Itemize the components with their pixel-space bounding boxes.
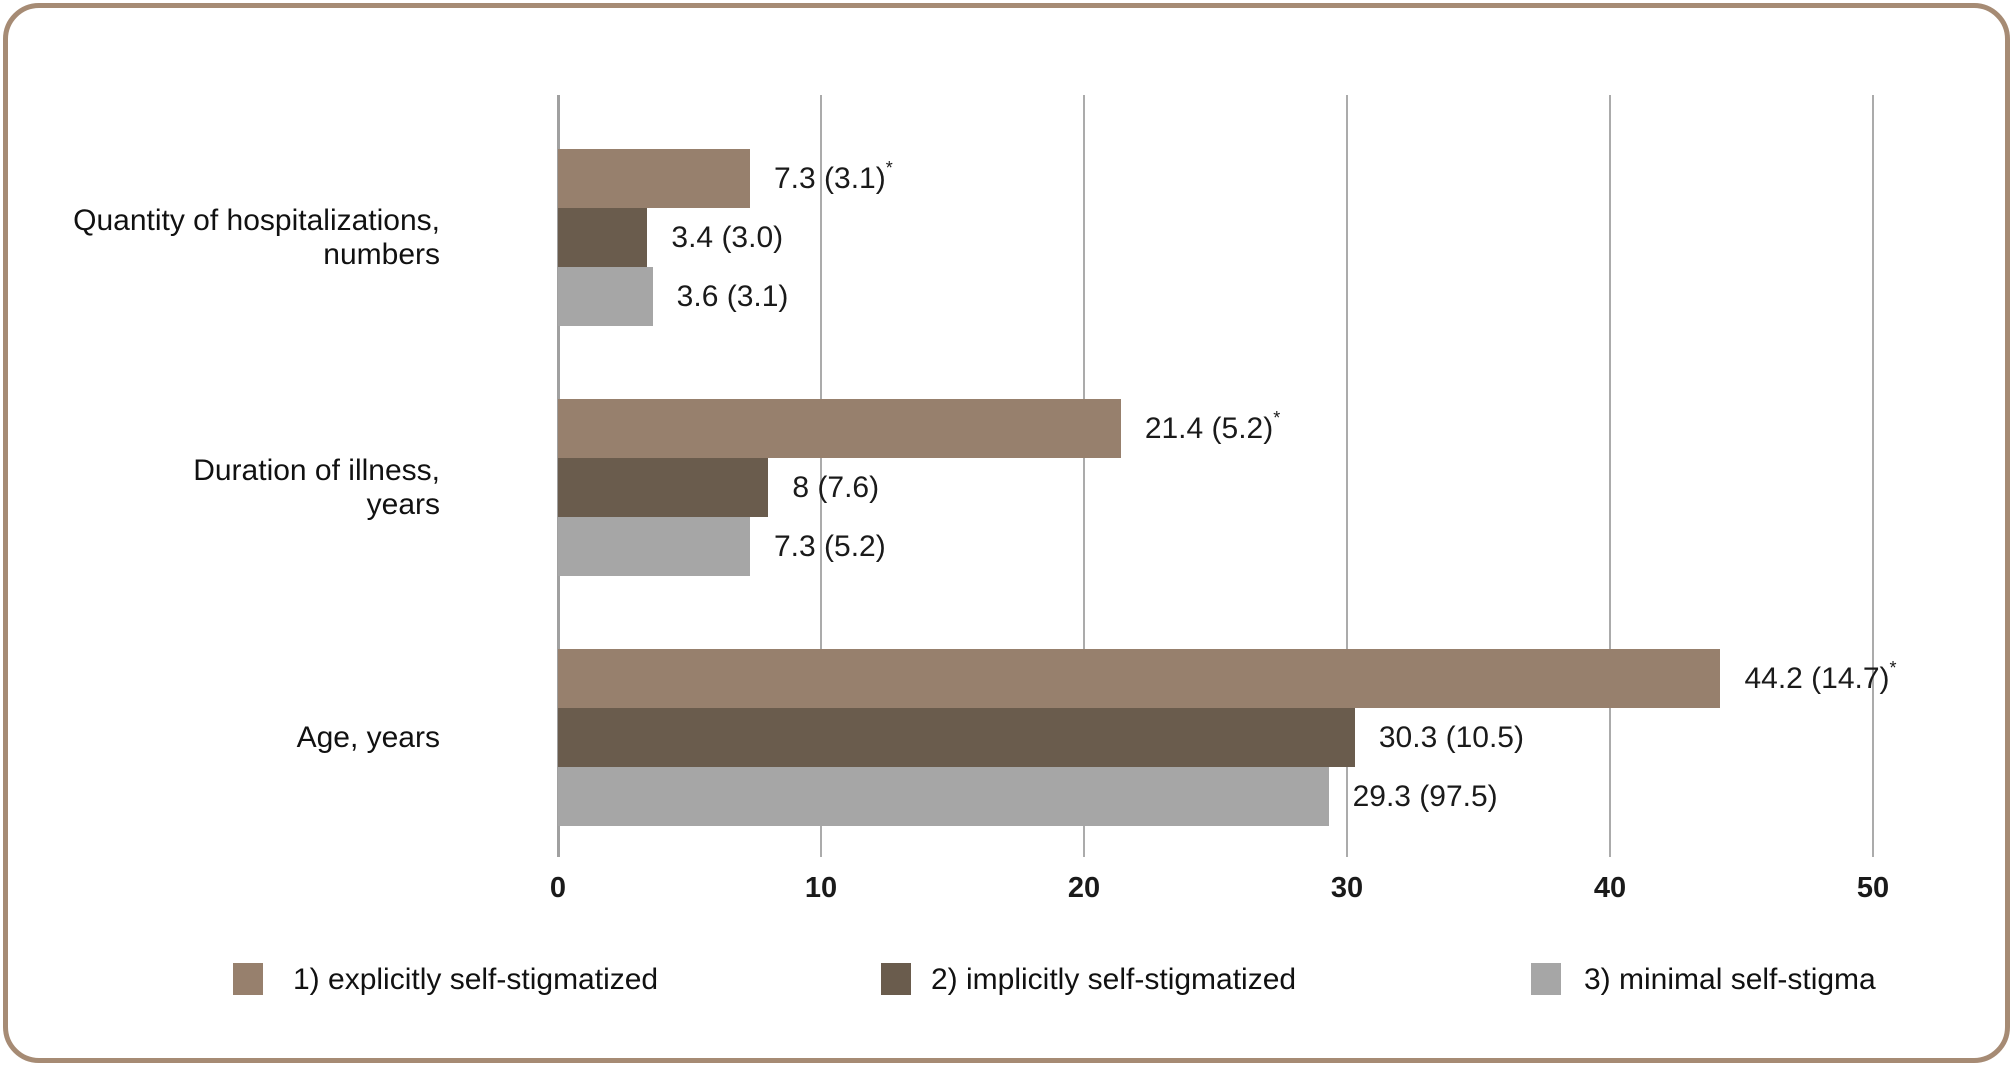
data-label: 21.4 (5.2)* — [1144, 407, 1281, 445]
gridline — [1083, 95, 1085, 857]
bar-series3 — [558, 767, 1329, 826]
data-label: 44.2 (14.7)* — [1744, 657, 1897, 695]
data-label: 7.3 (3.1)* — [773, 157, 893, 195]
significance-asterisk: * — [1889, 657, 1897, 678]
bar-series1 — [558, 399, 1121, 458]
bar-series1 — [558, 149, 750, 208]
category-label-line: years — [366, 487, 440, 521]
x-axis-tick-label: 40 — [1593, 872, 1627, 904]
category-label-line: Duration of illness, — [193, 453, 440, 487]
x-axis-tick-label: 10 — [804, 872, 838, 904]
category-label-line: Quantity of hospitalizations, — [73, 203, 440, 237]
gridline — [1346, 95, 1348, 857]
category-label-line: numbers — [323, 237, 440, 271]
x-axis-tick-label: 50 — [1856, 872, 1890, 904]
x-axis-tick-label: 20 — [1067, 872, 1101, 904]
category-label: Duration of illness, years — [10, 454, 440, 522]
bar-series2 — [558, 208, 648, 267]
data-label: 7.3 (5.2) — [773, 529, 886, 563]
figure-border — [3, 3, 2010, 1063]
bar-series1 — [558, 649, 1721, 708]
bar-series3 — [558, 267, 653, 326]
data-label: 29.3 (97.5) — [1352, 779, 1498, 813]
category-label: Age, years — [10, 721, 440, 755]
data-label: 30.3 (10.5) — [1378, 720, 1524, 754]
gridline — [1872, 95, 1874, 857]
data-label: 3.4 (3.0) — [671, 220, 784, 254]
bar-series2 — [558, 708, 1355, 767]
significance-asterisk: * — [1273, 407, 1281, 428]
x-axis-tick-label: 0 — [549, 872, 567, 904]
data-label: 8 (7.6) — [792, 470, 880, 504]
gridline — [1609, 95, 1611, 857]
category-label-line: Age, years — [296, 720, 440, 754]
bar-series3 — [558, 517, 750, 576]
bar-series2 — [558, 458, 769, 517]
significance-asterisk: * — [885, 157, 893, 178]
gridline — [820, 95, 822, 857]
x-axis-tick-label: 30 — [1330, 872, 1364, 904]
data-label: 3.6 (3.1) — [676, 279, 789, 313]
category-label: Quantity of hospitalizations, numbers — [10, 204, 440, 272]
